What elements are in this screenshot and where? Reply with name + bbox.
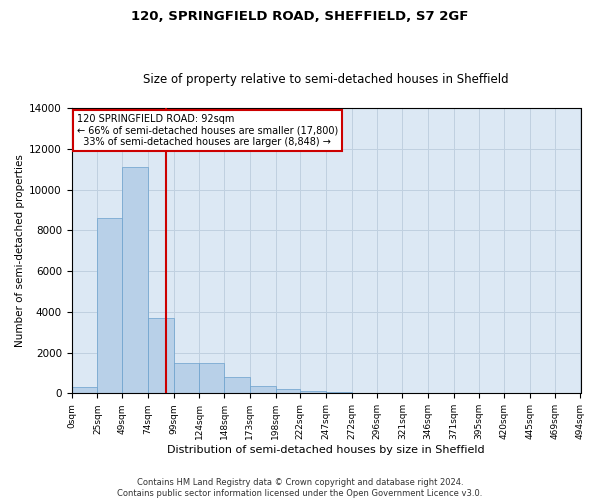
Bar bbox=[97, 218, 122, 394]
Bar bbox=[301, 392, 326, 394]
Bar bbox=[199, 363, 224, 394]
Text: Contains HM Land Registry data © Crown copyright and database right 2024.
Contai: Contains HM Land Registry data © Crown c… bbox=[118, 478, 482, 498]
Bar bbox=[173, 363, 199, 394]
Bar bbox=[326, 392, 352, 394]
Y-axis label: Number of semi-detached properties: Number of semi-detached properties bbox=[15, 154, 25, 347]
Bar bbox=[275, 390, 301, 394]
Bar bbox=[224, 377, 250, 394]
Bar bbox=[71, 387, 97, 394]
Text: 120, SPRINGFIELD ROAD, SHEFFIELD, S7 2GF: 120, SPRINGFIELD ROAD, SHEFFIELD, S7 2GF bbox=[131, 10, 469, 23]
Text: 120 SPRINGFIELD ROAD: 92sqm
← 66% of semi-detached houses are smaller (17,800)
 : 120 SPRINGFIELD ROAD: 92sqm ← 66% of sem… bbox=[77, 114, 338, 147]
Bar bbox=[148, 318, 173, 394]
Bar bbox=[122, 167, 148, 394]
X-axis label: Distribution of semi-detached houses by size in Sheffield: Distribution of semi-detached houses by … bbox=[167, 445, 485, 455]
Title: Size of property relative to semi-detached houses in Sheffield: Size of property relative to semi-detach… bbox=[143, 73, 509, 86]
Bar bbox=[250, 386, 275, 394]
